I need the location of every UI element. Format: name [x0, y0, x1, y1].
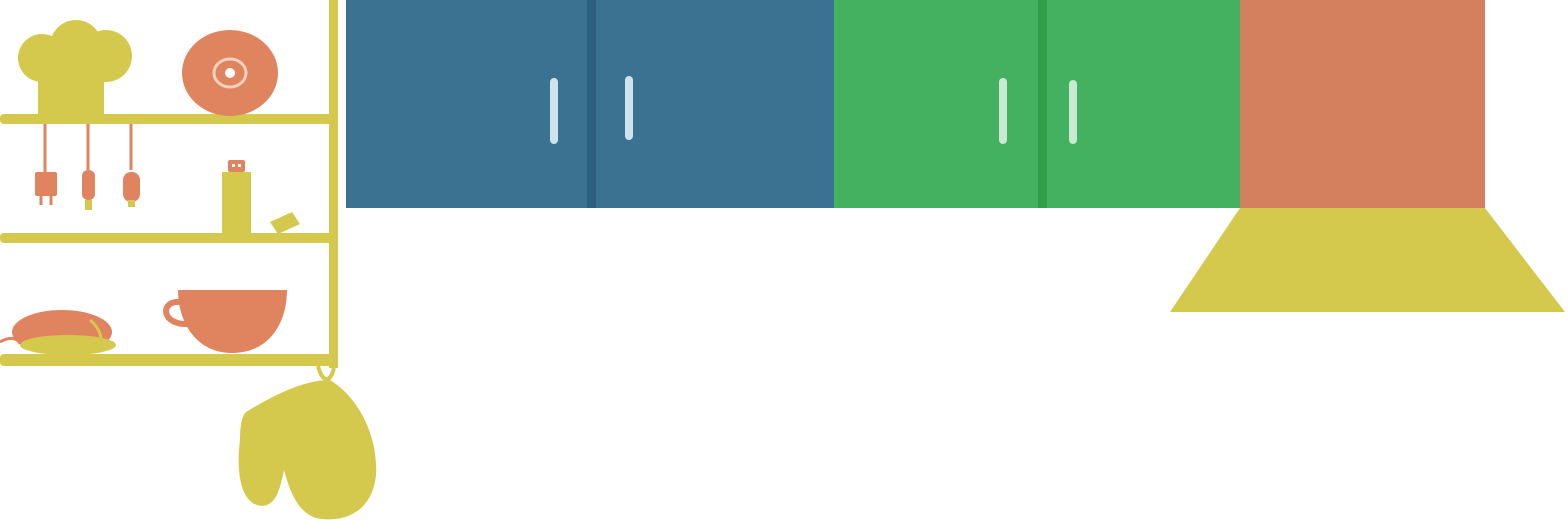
hanging-utensils-icon	[35, 124, 140, 210]
range-hood-canopy	[1170, 208, 1565, 312]
shelf-unit	[0, 0, 377, 520]
green-cabinet-handle-right	[1069, 80, 1077, 144]
plate-icon	[182, 30, 278, 116]
green-wall-cabinet	[834, 0, 1242, 208]
range-hood-chimney	[1240, 0, 1485, 208]
green-cabinet-divider	[1038, 0, 1047, 208]
chef-hat-icon	[18, 20, 132, 116]
blue-cabinet-divider	[587, 0, 596, 208]
oven-mitt-icon	[238, 365, 377, 520]
blue-wall-cabinet	[346, 0, 836, 208]
blue-cabinet-handle-left	[550, 78, 558, 144]
shelf-top	[0, 114, 338, 124]
shelf-bottom	[0, 354, 338, 366]
green-cabinet-handle-left	[999, 78, 1007, 144]
blue-cabinet-handle-right	[625, 76, 633, 140]
jar-icon	[222, 160, 300, 234]
loaf-icon	[0, 310, 116, 355]
shelf-post	[329, 0, 338, 368]
shelf-middle	[0, 233, 338, 243]
range-hood	[1170, 0, 1565, 312]
cup-icon	[163, 290, 287, 353]
